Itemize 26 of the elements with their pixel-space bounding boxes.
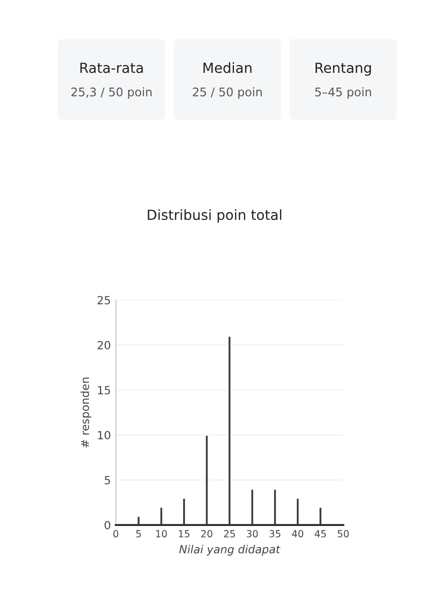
y-tick-label: 5 xyxy=(104,476,110,484)
x-tick-label: 40 xyxy=(292,530,304,538)
x-tick-label: 5 xyxy=(136,530,141,538)
text: Rata-rata xyxy=(80,62,143,74)
x-axis-title: Nilai yang didapat xyxy=(179,544,280,556)
y-tick-label: 10 xyxy=(98,430,110,440)
y-tick-label: 15 xyxy=(98,386,110,394)
y-tick-label: 20 xyxy=(98,340,110,350)
y-tick-label: 0 xyxy=(104,520,110,530)
text: Rentang xyxy=(316,62,371,76)
y-axis-title: # responden xyxy=(80,378,92,448)
x-tick-label: 15 xyxy=(178,530,190,538)
text: Median xyxy=(203,62,252,74)
x-tick-label: 30 xyxy=(246,530,258,538)
x-tick-label: 45 xyxy=(314,530,326,538)
x-tick-label: 25 xyxy=(224,530,235,538)
x-tick-label: 0 xyxy=(113,530,118,538)
text: 5–45 poin xyxy=(315,87,372,99)
text: 25,3 / 50 poin xyxy=(71,87,152,99)
x-tick-label: 10 xyxy=(156,530,167,538)
chart-title: Distribusi poin total xyxy=(148,209,282,223)
x-tick-label: 35 xyxy=(270,530,280,538)
text: 25 / 50 poin xyxy=(192,87,262,99)
x-tick-label: 20 xyxy=(201,530,212,538)
x-tick-label: 50 xyxy=(338,530,349,538)
y-tick-label: 25 xyxy=(98,296,110,304)
